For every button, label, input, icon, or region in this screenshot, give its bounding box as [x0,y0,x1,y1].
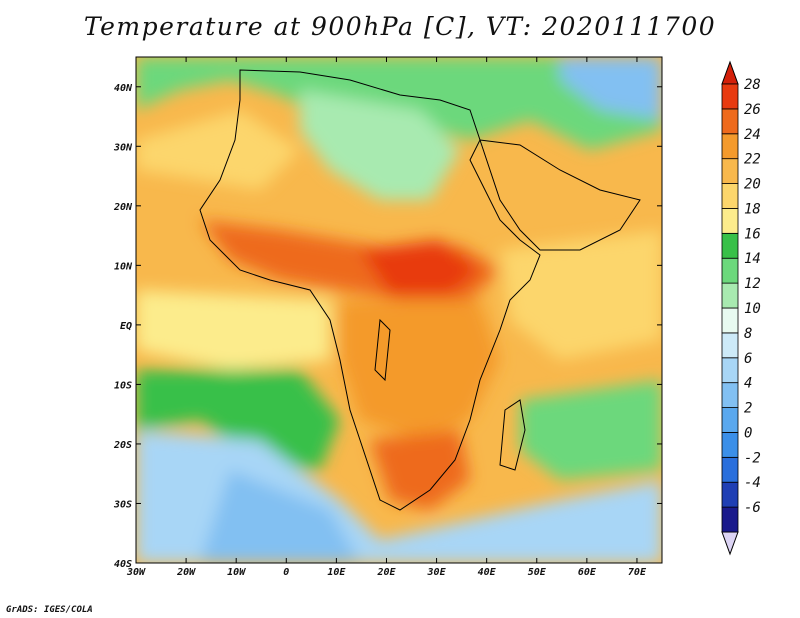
colorbar-swatch [721,158,739,184]
colorbar-swatch [721,232,739,259]
colorbar-swatch [721,282,739,309]
lat-tick-label: EQ [120,321,132,332]
colorbar-level-label: 26 [744,102,761,118]
lat-tick-label: 30N [113,142,133,153]
field-mediterranean-green [136,57,662,150]
lon-tick-label: 30W [126,567,146,578]
lat-tick-label: 20N [113,202,133,213]
madagascar-outline [499,399,526,471]
colorbar-swatch [721,257,739,284]
colorbar-level-label: 0 [744,425,752,441]
coastlines [199,69,641,511]
map-field [136,57,662,563]
colorbar-level-label: 18 [744,201,761,217]
field-indian-yellow [500,230,662,360]
lon-tick-label: 70E [628,567,647,578]
colorbar-swatch [721,456,739,483]
africa-outline [199,69,541,511]
lon-tick-label: 20W [176,567,196,578]
colorbar-swatch [721,208,739,234]
map-frame [135,56,663,564]
colorbar-level-label: -2 [744,450,761,466]
colorbar-swatch [721,133,739,160]
field-south-indian-green [520,380,662,480]
lat-tick-label: 40N [114,83,133,94]
field-sahara-lightgreen [300,90,460,200]
axes: 30W 20W 10W 0 10E 20E 30E 40E 50E 60E 70E 40N 30N 20N… [113,57,662,578]
lat-tick-label: 10N [114,261,133,272]
colorbar-swatch [721,332,739,359]
colorbar-swatch [721,357,739,384]
colorbar-swatch [721,183,739,209]
colorbar-swatch [721,83,739,110]
colorbar-level-label: 4 [744,376,752,392]
field-guinea-yellow [136,290,330,370]
colorbar-level-label: 8 [744,326,752,342]
lat-tick-label: 40S [114,559,132,570]
lon-tick-label: 10W [227,567,246,578]
colorbar-level-label: 14 [744,251,761,267]
colorbar-low-cap [721,531,739,556]
colorbar-swatch [721,108,739,135]
footer-credit: GrADS: IGES/COLA [6,605,93,615]
lon-tick-label: 60E [578,567,597,578]
arabia-outline [479,139,641,251]
colorbar-level-label: 16 [744,226,761,242]
field-northeast-blue [560,57,662,120]
lat-tick-label: 30S [113,499,132,510]
colorbar-level-label: 24 [744,127,761,143]
lat-tick-label: 20S [113,440,132,451]
lake-outline [374,318,391,382]
field-south-atlantic-green [136,370,340,470]
colorbar-level-label: 10 [744,301,761,317]
colorbar-swatch [721,307,739,334]
lat-tick-label: 10S [114,380,132,391]
field-south-hot [370,430,470,510]
colorbar-swatch [721,432,739,458]
lon-tick-label: 20E [376,567,396,578]
map-title: Temperature at 900hPa [C], VT: 202011170… [83,12,717,41]
lon-tick-label: 10E [327,567,346,578]
colorbar-swatch [721,506,739,533]
colorbar-level-label: 12 [744,276,761,292]
field-sahel-hottest [360,240,480,295]
lon-tick-label: 0 [283,567,289,578]
lon-tick-label: 40E [478,567,497,578]
colorbar-level-label: 28 [744,77,761,93]
colorbar-level-label: 2 [744,401,752,417]
field-atlantic-yellow [136,110,300,190]
colorbar-level-label: -4 [744,475,761,491]
field-central-orange [340,300,500,440]
colorbar-level-label: 20 [744,177,761,193]
lon-tick-label: 50E [528,567,547,578]
colorbar-level-label: 22 [744,152,761,168]
colorbar-swatch [721,407,739,433]
colorbar-high-cap [721,60,739,85]
lon-tick-label: 30E [427,567,447,578]
field-southern-ocean-deep-blue [200,470,360,563]
colorbar-swatch [721,382,739,408]
colorbar-swatch [721,481,739,508]
colorbar-level-label: 6 [744,351,752,367]
colorbar-level-label: -6 [744,500,761,516]
